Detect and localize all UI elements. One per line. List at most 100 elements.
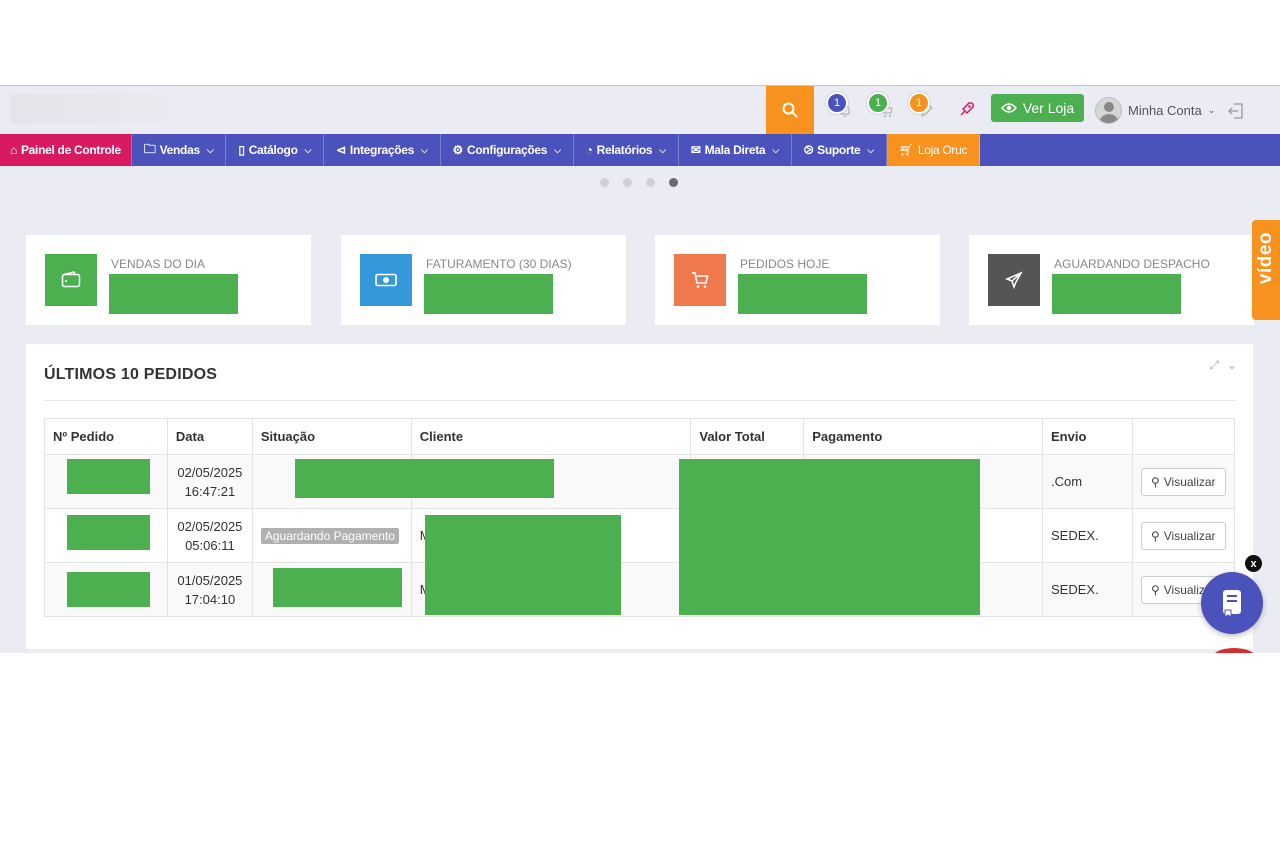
expand-icon[interactable]: ⤢	[1209, 358, 1219, 372]
logout-button[interactable]	[1227, 102, 1245, 125]
nav-relatorios[interactable]: ◔ Relatórios ⌵	[574, 134, 679, 166]
lifebuoy-icon: ⧁	[803, 142, 814, 157]
nav-integracoes[interactable]: ⊲ Integrações ⌵	[324, 134, 441, 166]
nav-label: Mala Direta	[704, 143, 766, 157]
visualizar-label: Visualizar	[1163, 474, 1216, 489]
shipping-cell: .Com	[1042, 454, 1133, 509]
video-tab-label: vídeo	[1255, 232, 1276, 285]
carousel-dot[interactable]	[623, 178, 632, 187]
redacted-block	[273, 568, 402, 607]
carousel-dot-active[interactable]	[669, 178, 678, 187]
visualizar-button[interactable]: ⚲ Visualizar	[1140, 467, 1226, 496]
stat-label: AGUARDANDO DESPACHO	[1054, 257, 1210, 271]
nav-label: Integrações	[349, 143, 414, 157]
nav-label: Suporte	[817, 143, 861, 157]
action-cell: ⚲ Visualizar	[1131, 454, 1236, 509]
notification-pencil[interactable]: 1	[908, 92, 942, 126]
pencil-icon	[921, 105, 933, 117]
share-icon: ⊲	[336, 143, 346, 157]
notification-cart[interactable]: 1	[867, 92, 901, 126]
carousel-dots	[600, 178, 678, 187]
chevron-down-icon: ⌵	[206, 144, 214, 155]
rocket-button[interactable]	[958, 100, 976, 123]
chevron-down-icon: ⌵	[420, 144, 428, 155]
nav-configuracoes[interactable]: ⚙ Configurações ⌵	[441, 134, 574, 166]
stat-value-redacted	[1052, 274, 1181, 314]
shipping-cell: SEDEX.	[1042, 508, 1133, 563]
action-cell: ⚲ Visualizar	[1131, 508, 1236, 563]
status-cell: Aguardando Pagamento	[251, 508, 412, 563]
close-button[interactable]: x	[1245, 555, 1262, 572]
table-row: 02/05/2025 16:47:21 .Com ⚲ Visualizar	[44, 454, 1236, 509]
money-icon	[360, 254, 412, 306]
store-logo[interactable]	[10, 94, 170, 124]
redacted-block	[425, 515, 621, 615]
column-header: Nº Pedido	[44, 418, 168, 455]
redacted-block	[67, 572, 150, 607]
visualizar-button[interactable]: ⚲ Visualizar	[1140, 521, 1226, 550]
nav-label: Relatórios	[596, 143, 653, 157]
app-window: 1 1 1 Ver Loja Minha Conta ⌄ ⌂ Pain	[0, 85, 1280, 653]
stat-card-aguardando-despacho: AGUARDANDO DESPACHO	[969, 235, 1254, 325]
plane-icon	[988, 254, 1040, 306]
home-icon: ⌂	[10, 143, 17, 157]
ver-loja-button[interactable]: Ver Loja	[991, 94, 1084, 122]
column-header: Data	[166, 418, 253, 455]
book-icon	[1223, 590, 1241, 618]
notification-count: 1	[826, 92, 848, 114]
notification-bell[interactable]: 1	[826, 92, 860, 126]
nav-suporte[interactable]: ⧁ Suporte ⌵	[792, 134, 887, 166]
chevron-down-icon: ⌵	[554, 144, 561, 155]
main-nav: ⌂ Painel de Controle 🗀 Vendas ⌵ ▯ Catálo…	[0, 134, 1280, 166]
panel-title: ÚLTIMOS 10 PEDIDOS	[44, 366, 218, 383]
order-date: 02/05/2025	[177, 518, 243, 534]
redacted-block	[295, 459, 554, 498]
cart-icon: 🛒︎	[898, 143, 914, 157]
search-icon: ⚲	[1150, 474, 1160, 489]
carousel-dot[interactable]	[646, 178, 655, 187]
nav-label: Catálogo	[248, 143, 298, 157]
search-icon: ⚲	[1150, 528, 1160, 543]
chevron-down-icon[interactable]: ⌄	[1226, 358, 1237, 372]
order-time: 16:47:21	[184, 483, 236, 499]
orders-table: Nº Pedido Data Situação Cliente Valor To…	[44, 418, 1236, 617]
ver-loja-label: Ver Loja	[1022, 100, 1075, 116]
wallet-icon	[45, 254, 97, 306]
chevron-down-icon: ⌵	[867, 144, 874, 155]
table-header-row: Nº Pedido Data Situação Cliente Valor To…	[44, 418, 1236, 455]
stat-label: FATURAMENTO (30 DIAS)	[426, 257, 572, 271]
redacted-block	[67, 515, 150, 550]
account-menu[interactable]: Minha Conta ⌄	[1095, 96, 1215, 124]
nav-mala-direta[interactable]: ✉ Mala Direta ⌵	[679, 134, 792, 166]
nav-catalogo[interactable]: ▯ Catálogo ⌵	[226, 134, 325, 166]
stat-label: VENDAS DO DIA	[111, 257, 206, 271]
chat-widget-peek[interactable]	[1212, 648, 1256, 653]
notification-count: 1	[867, 92, 889, 114]
nav-label: Configurações	[466, 143, 548, 157]
nav-vendas[interactable]: 🗀 Vendas ⌵	[132, 134, 227, 166]
column-header: Pagamento	[803, 418, 1043, 455]
panel-tools: ⤢ ⌄	[1209, 358, 1237, 373]
stat-label: PEDIDOS HOJE	[740, 257, 830, 271]
order-date: 01/05/2025	[177, 572, 243, 588]
status-badge: Aguardando Pagamento	[260, 527, 399, 544]
notification-count: 1	[908, 92, 930, 114]
cart-icon	[674, 254, 726, 306]
help-chat-button[interactable]	[1201, 572, 1263, 634]
date-cell: 02/05/2025 16:47:21	[166, 454, 253, 509]
gear-icon: ⚙	[452, 143, 464, 157]
stat-card-pedidos-hoje: PEDIDOS HOJE	[655, 235, 940, 325]
stat-value-redacted	[738, 274, 867, 314]
search-button[interactable]	[766, 86, 814, 134]
nav-painel-de-controle[interactable]: ⌂ Painel de Controle	[0, 134, 132, 166]
nav-label: Painel de Controle	[20, 143, 121, 157]
divider	[44, 400, 1236, 401]
carousel-dot[interactable]	[600, 178, 609, 187]
search-icon: ⚲	[1150, 582, 1160, 597]
nav-loja-oruc[interactable]: 🛒︎ Loja Oruc	[886, 134, 981, 166]
avatar	[1095, 96, 1122, 124]
column-header: Situação	[251, 418, 412, 455]
search-icon	[782, 102, 798, 118]
video-tab[interactable]: vídeo	[1252, 220, 1280, 320]
